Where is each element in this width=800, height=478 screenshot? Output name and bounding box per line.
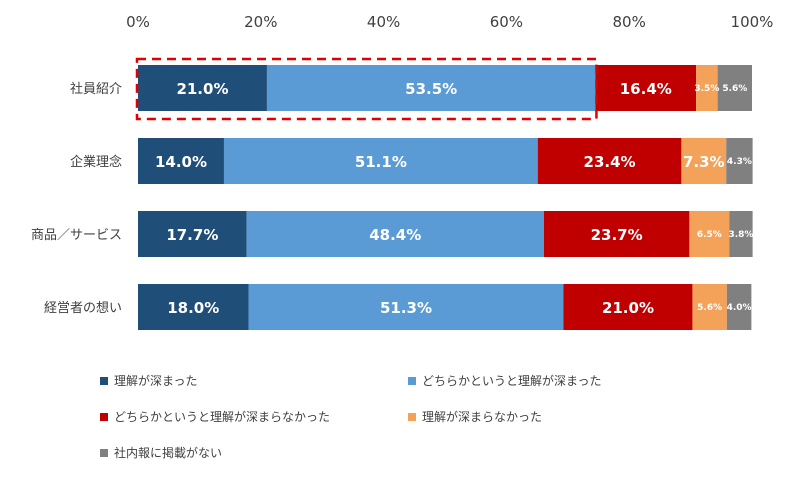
x-tick-label: 20% (244, 13, 277, 31)
data-label: 51.1% (355, 153, 407, 171)
bar-segment (266, 65, 596, 111)
data-label: 3.5% (694, 84, 719, 94)
bar-segment (537, 138, 682, 184)
legend-item: 理解が深まった (100, 372, 198, 389)
bar-segment (138, 284, 249, 330)
data-label: 6.5% (697, 230, 722, 240)
data-label: 3.8% (728, 230, 753, 240)
data-label: 53.5% (405, 80, 457, 98)
bar-segments (138, 65, 753, 330)
data-label: 4.3% (727, 157, 752, 167)
legend-item: どちらかというと理解が深まらなかった (100, 408, 330, 425)
legend-swatch (408, 376, 416, 385)
legend-label: 理解が深まらなかった (422, 410, 543, 424)
bar-segment (729, 211, 753, 257)
legend-swatch (100, 448, 108, 457)
category-label: 企業理念 (70, 154, 122, 170)
x-tick-label: 100% (731, 13, 774, 31)
legend-swatch (100, 376, 108, 385)
bar-segment (543, 211, 690, 257)
legend-label: 社内報に掲載がない (114, 446, 223, 460)
bar-segment (246, 211, 544, 257)
highlight-box (135, 57, 598, 121)
category-label: 経営者の想い (44, 300, 122, 316)
x-tick-label: 80% (613, 13, 646, 31)
x-tick-label: 0% (126, 13, 150, 31)
data-label: 5.6% (697, 303, 722, 313)
bar-segment (717, 65, 752, 111)
data-label: 5.6% (722, 84, 747, 94)
bar-segment (138, 138, 224, 184)
legend-item: 社内報に掲載がない (100, 444, 222, 461)
legend-label: どちらかというと理解が深まらなかった (114, 410, 331, 424)
legend-label: どちらかというと理解が深まった (422, 374, 602, 388)
legend-item: 理解が深まらなかった (408, 408, 542, 425)
bar-segment (696, 65, 718, 111)
legend-swatch (100, 412, 108, 421)
legend-swatch (408, 412, 416, 421)
data-label: 4.0% (727, 303, 752, 313)
data-label: 16.4% (620, 80, 672, 98)
data-label: 21.0% (602, 299, 654, 317)
bar-segment (248, 284, 564, 330)
bar-segment (595, 65, 697, 111)
bar-segment (726, 284, 752, 330)
legend-item: どちらかというと理解が深まった (408, 372, 602, 389)
data-label: 18.0% (167, 299, 219, 317)
bar-segment (692, 284, 727, 330)
category-label: 商品／サービス (31, 228, 122, 243)
bar-segment (138, 211, 247, 257)
bar-segment (726, 138, 753, 184)
data-label: 17.7% (166, 226, 218, 244)
legend-label: 理解が深まった (114, 374, 198, 388)
data-label: 7.3% (683, 153, 725, 171)
data-label: 48.4% (369, 226, 421, 244)
x-tick-label: 40% (367, 13, 400, 31)
bar-segment (689, 211, 730, 257)
data-label: 23.4% (584, 153, 636, 171)
x-tick-label: 60% (490, 13, 523, 31)
data-label: 21.0% (176, 80, 228, 98)
bar-segment (138, 65, 267, 111)
data-label: 14.0% (155, 153, 207, 171)
data-label: 51.3% (380, 299, 432, 317)
bar-segment (223, 138, 538, 184)
bar-segment (563, 284, 693, 330)
bar-segment (681, 138, 727, 184)
category-label: 社員紹介 (70, 81, 122, 97)
data-label: 23.7% (591, 226, 643, 244)
data-labels: 21.0% 53.5% 16.4% 3.5% 5.6%14.0% 51.1% 23.4% 7.… (155, 80, 753, 317)
x-axis-ticks: 0% 20% 40% 60% 80% 100% (126, 13, 773, 31)
